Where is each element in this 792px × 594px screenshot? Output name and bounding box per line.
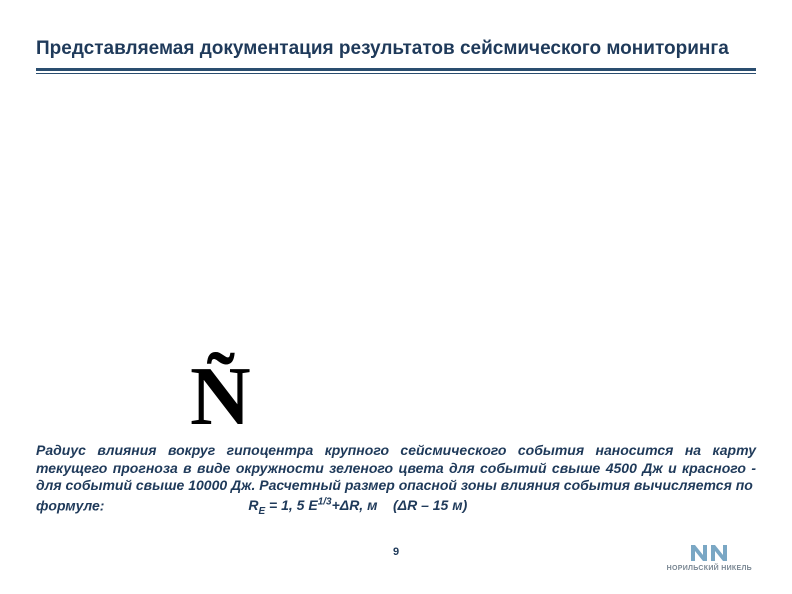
logo-icon bbox=[687, 539, 731, 563]
logo-text: НОРИЛЬСКИЙ НИКЕЛЬ bbox=[667, 565, 752, 572]
slide-title: Представляемая документация результатов … bbox=[36, 38, 756, 60]
decorative-glyph: Ñ bbox=[190, 355, 251, 439]
formula-plus-term: ΔR, м bbox=[340, 497, 378, 513]
formula-rhs-exp: 1/3 bbox=[318, 497, 332, 508]
formula: RE = 1, 5 E1/3+ΔR, м (ΔR – 15 м) bbox=[248, 497, 467, 513]
title-rule-thick bbox=[36, 68, 756, 71]
body-paragraph: Радиус влияния вокруг гипоцентра крупног… bbox=[36, 442, 756, 518]
formula-label: формуле: bbox=[36, 497, 104, 513]
formula-aside: (ΔR – 15 м) bbox=[393, 497, 467, 513]
formula-lhs-base: R bbox=[248, 497, 258, 513]
formula-rhs-base: E bbox=[308, 497, 317, 513]
formula-coeff: 1, 5 bbox=[281, 497, 304, 513]
title-rule-thin bbox=[36, 73, 756, 74]
paragraph-text: Радиус влияния вокруг гипоцентра крупног… bbox=[36, 442, 756, 493]
formula-lhs-sub: E bbox=[258, 506, 265, 517]
company-logo: НОРИЛЬСКИЙ НИКЕЛЬ bbox=[667, 539, 752, 572]
